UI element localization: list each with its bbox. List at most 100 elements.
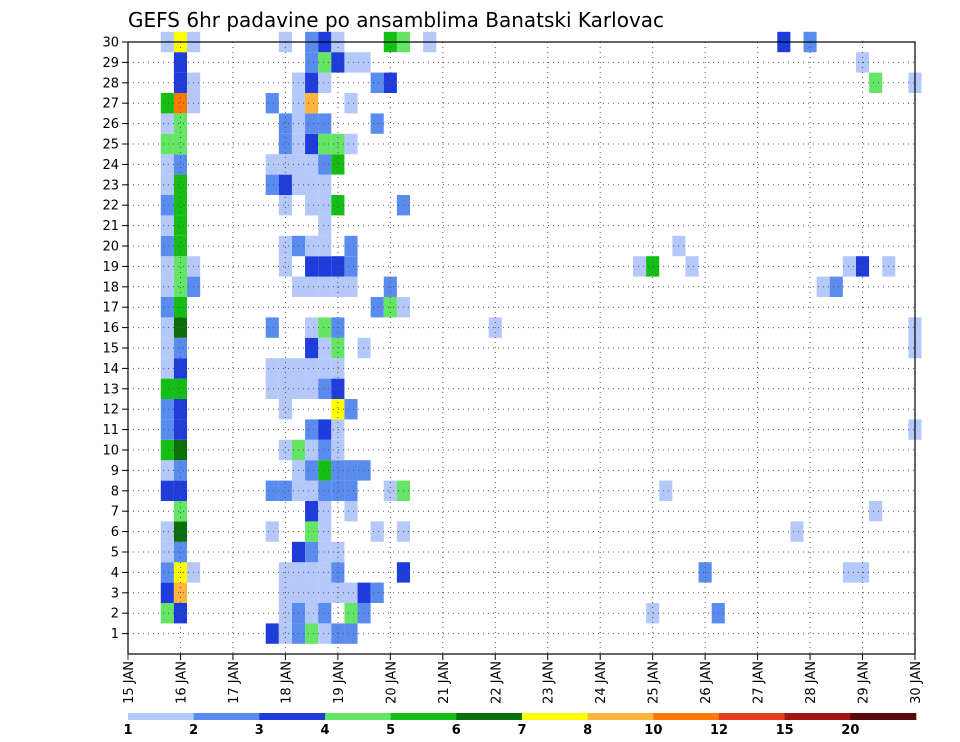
x-tick-label: 26 JAN	[699, 661, 714, 704]
y-tick-label: 2	[111, 607, 119, 622]
y-tick-label: 30	[102, 36, 119, 51]
precip-cell	[685, 256, 699, 277]
precip-cell	[318, 358, 332, 379]
x-tick-label: 22 JAN	[489, 661, 504, 704]
precip-cell	[305, 72, 319, 93]
y-tick-label: 27	[102, 97, 119, 112]
precip-cell	[305, 195, 319, 216]
precip-cell	[370, 582, 384, 603]
precip-cell	[318, 235, 332, 257]
precip-cell	[344, 256, 358, 277]
chart-title: GEFS 6hr padavine po ansamblima Banatski…	[128, 8, 664, 32]
precip-cell	[305, 521, 319, 542]
precip-cell	[331, 399, 345, 420]
precip-cell	[383, 276, 397, 297]
precip-cell	[357, 52, 371, 73]
precip-cell	[305, 276, 319, 297]
precip-cell	[842, 562, 856, 583]
precip-cell	[160, 378, 174, 399]
precip-cell	[331, 419, 345, 440]
y-tick-label: 21	[102, 219, 119, 234]
y-tick-label: 17	[102, 301, 119, 316]
precip-cell	[318, 113, 332, 134]
y-tick-label: 12	[102, 403, 119, 418]
precip-cell	[278, 235, 292, 257]
precip-cell	[370, 113, 384, 134]
precip-cell	[318, 195, 332, 216]
precip-cell	[357, 460, 371, 481]
colorbar-label: 8	[583, 723, 592, 738]
y-tick-label: 29	[102, 56, 119, 71]
precip-cell	[344, 93, 358, 114]
y-tick-label: 14	[102, 362, 119, 377]
colorbar-label: 3	[255, 723, 264, 738]
precip-cell	[318, 541, 332, 563]
precip-cell	[305, 603, 319, 624]
precip-cell	[869, 72, 883, 93]
precip-cell	[331, 256, 345, 277]
y-tick-label: 28	[102, 76, 119, 91]
precip-cell	[842, 256, 856, 277]
precip-cell	[173, 603, 188, 624]
y-tick-label: 18	[102, 280, 119, 295]
precip-cell	[160, 276, 174, 297]
precip-cell	[173, 195, 188, 216]
precip-cell	[278, 256, 292, 277]
precip-cell	[173, 154, 188, 175]
precip-cell	[357, 603, 371, 624]
precip-cell	[305, 337, 319, 359]
precip-cell	[160, 419, 174, 440]
precip-cell	[305, 501, 319, 522]
precip-cell	[305, 541, 319, 563]
precip-cell	[278, 603, 292, 624]
precip-cell	[278, 378, 292, 399]
x-tick-label: 30 JAN	[909, 661, 924, 704]
precip-cell	[265, 623, 279, 644]
x-tick-label: 25 JAN	[647, 661, 662, 704]
y-tick-label: 25	[102, 138, 119, 153]
precip-cell	[305, 93, 319, 114]
precip-cell	[278, 154, 292, 175]
precip-cell	[331, 460, 345, 481]
precip-cell	[160, 174, 174, 195]
precip-cell	[370, 297, 384, 318]
precip-cell	[318, 133, 332, 155]
precip-cell	[173, 521, 188, 542]
precip-cell	[160, 521, 174, 542]
precip-cell	[173, 174, 188, 195]
precip-cell	[659, 480, 673, 501]
precip-cell	[344, 133, 358, 155]
precip-cell	[173, 378, 188, 399]
precip-cell	[160, 93, 174, 114]
x-tick-label: 27 JAN	[752, 661, 767, 704]
precip-cell	[855, 256, 870, 277]
precip-cell	[646, 256, 660, 277]
precip-cell	[331, 378, 345, 399]
precip-cell	[331, 195, 345, 216]
precip-cell	[305, 133, 319, 155]
precip-cell	[160, 154, 174, 175]
precip-cell	[331, 358, 345, 379]
precip-cell	[160, 541, 174, 563]
colorbar-swatch	[128, 713, 194, 720]
precip-cell	[305, 562, 319, 583]
y-tick-label: 10	[102, 444, 119, 459]
precip-cell	[318, 562, 332, 583]
precip-cell	[278, 195, 292, 216]
precip-cell	[305, 623, 319, 644]
precip-cell	[160, 337, 174, 359]
precip-cell	[370, 72, 384, 93]
precip-cell	[278, 399, 292, 420]
precip-cell	[305, 439, 319, 461]
precip-cell	[173, 399, 188, 420]
precip-cell	[318, 174, 332, 195]
precip-cell	[790, 521, 804, 542]
precip-cell	[305, 256, 319, 277]
precip-cell	[829, 276, 843, 297]
precip-cell	[331, 623, 345, 644]
y-tick-label: 11	[102, 423, 119, 438]
y-tick-label: 7	[111, 505, 119, 520]
colorbar-label: 10	[644, 723, 662, 738]
colorbar-label: 4	[320, 723, 329, 738]
precip-cell	[318, 582, 332, 603]
